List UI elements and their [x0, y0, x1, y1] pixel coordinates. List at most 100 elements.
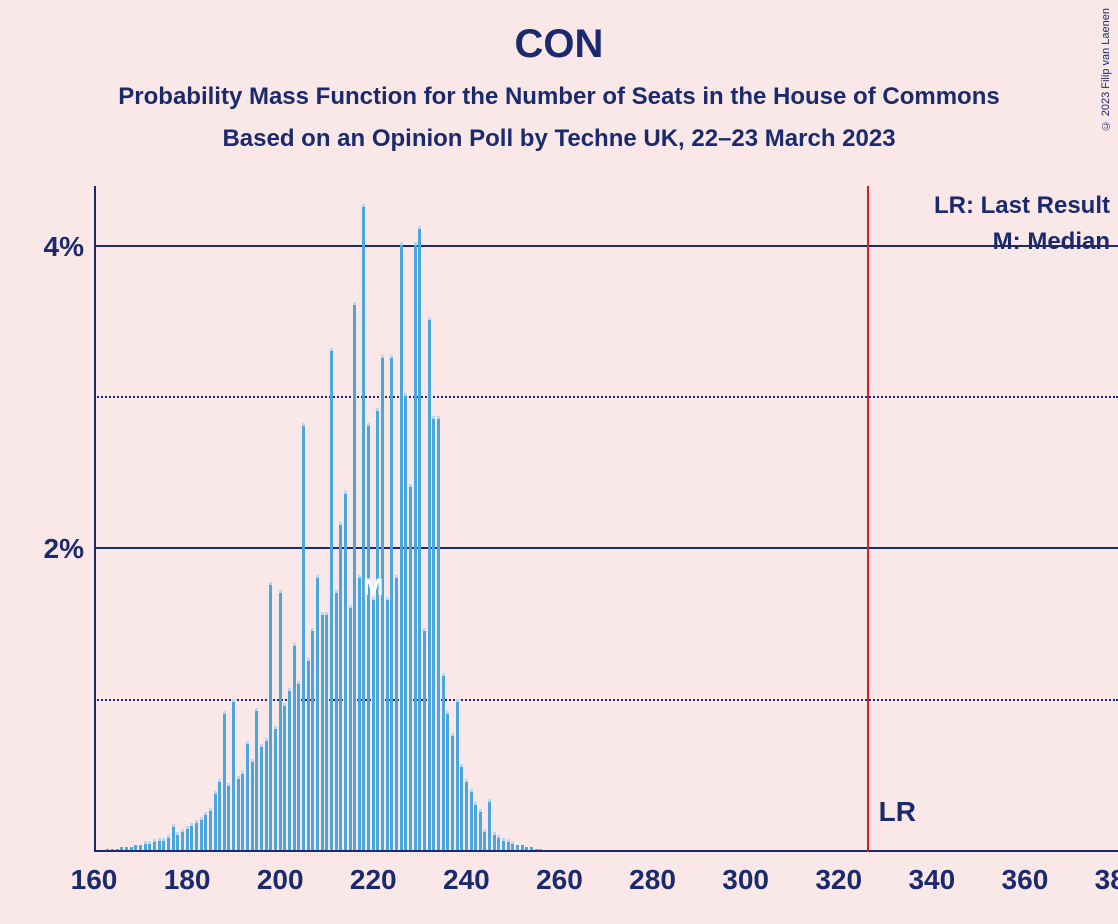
chart-area: LR: Last Result M: Median LR M 2%4%16018… [94, 186, 1118, 852]
bar-cap [479, 809, 482, 812]
bar-cap [483, 829, 486, 832]
bar [223, 714, 226, 850]
bar [414, 245, 417, 850]
bar [404, 396, 407, 850]
bar [423, 631, 426, 850]
bar [139, 845, 142, 850]
bar [456, 702, 459, 850]
bar [279, 593, 282, 850]
bar-cap [502, 838, 505, 841]
bar [367, 426, 370, 850]
bar-cap [176, 832, 179, 835]
bar-cap [381, 355, 384, 358]
bar-cap [423, 628, 426, 631]
bar-cap [269, 582, 272, 585]
bar [130, 847, 133, 850]
bar-cap [246, 741, 249, 744]
y-axis-label: 4% [44, 231, 84, 263]
bar-cap [451, 733, 454, 736]
bar [111, 849, 114, 851]
bar [470, 792, 473, 850]
bar [200, 820, 203, 850]
bar [237, 779, 240, 850]
bar [390, 358, 393, 850]
bar [241, 774, 244, 850]
bar [195, 823, 198, 850]
bar [400, 245, 403, 850]
bar-cap [167, 835, 170, 838]
bar-cap [358, 575, 361, 578]
bar-cap [297, 681, 300, 684]
bar [432, 419, 435, 850]
bar [451, 736, 454, 850]
bar-cap [181, 829, 184, 832]
bar-cap [344, 491, 347, 494]
bar-cap [437, 416, 440, 419]
bar-cap [409, 484, 412, 487]
bar-cap [339, 522, 342, 525]
bar [344, 494, 347, 850]
bar-cap [232, 699, 235, 702]
bar-cap [218, 779, 221, 782]
bar [260, 747, 263, 850]
bar-cap [456, 699, 459, 702]
bar [293, 646, 296, 850]
bar-cap [330, 348, 333, 351]
bar-cap [204, 812, 207, 815]
bar-cap [288, 688, 291, 691]
gridline-minor [94, 396, 1118, 398]
bar-cap [274, 726, 277, 729]
legend-m-full: M: Median [993, 228, 1110, 256]
bar-cap [353, 302, 356, 305]
bar-cap [214, 791, 217, 794]
bar [339, 525, 342, 850]
bar-cap [172, 824, 175, 827]
x-axis-label: 220 [350, 864, 397, 896]
bar [362, 207, 365, 850]
chart-subtitle-2: Based on an Opinion Poll by Techne UK, 2… [0, 125, 1118, 153]
bar [511, 844, 514, 850]
bar [283, 706, 286, 850]
bar [372, 600, 375, 850]
gridline-major [94, 547, 1118, 549]
bar-cap [507, 839, 510, 842]
bar-cap [376, 408, 379, 411]
bar-cap [460, 764, 463, 767]
bar [437, 419, 440, 850]
legend-m-short: M [363, 574, 383, 602]
bar [409, 487, 412, 850]
x-axis [94, 850, 1118, 852]
bar-cap [325, 612, 328, 615]
bar [232, 702, 235, 850]
bar-cap [302, 423, 305, 426]
bar [349, 608, 352, 850]
bar [190, 826, 193, 850]
bar [162, 841, 165, 850]
bar [134, 845, 137, 850]
bar-cap [474, 802, 477, 805]
y-axis-label: 2% [44, 533, 84, 565]
bar-cap [251, 759, 254, 762]
bar [325, 615, 328, 850]
bar [148, 844, 151, 850]
x-axis-label: 260 [536, 864, 583, 896]
bar [120, 847, 123, 850]
bar [395, 578, 398, 850]
bar-cap [386, 597, 389, 600]
bar [497, 838, 500, 850]
bar [274, 729, 277, 850]
bar [446, 714, 449, 850]
bar [316, 578, 319, 850]
bar-cap [279, 590, 282, 593]
chart-title: CON [0, 22, 1118, 67]
bar-cap [190, 823, 193, 826]
bar [381, 358, 384, 850]
bar-cap [414, 242, 417, 245]
bar-cap [237, 776, 240, 779]
bar-cap [432, 416, 435, 419]
bar [144, 844, 147, 850]
bar-cap [186, 826, 189, 829]
bar [214, 794, 217, 850]
bar [311, 631, 314, 850]
bar [474, 805, 477, 850]
